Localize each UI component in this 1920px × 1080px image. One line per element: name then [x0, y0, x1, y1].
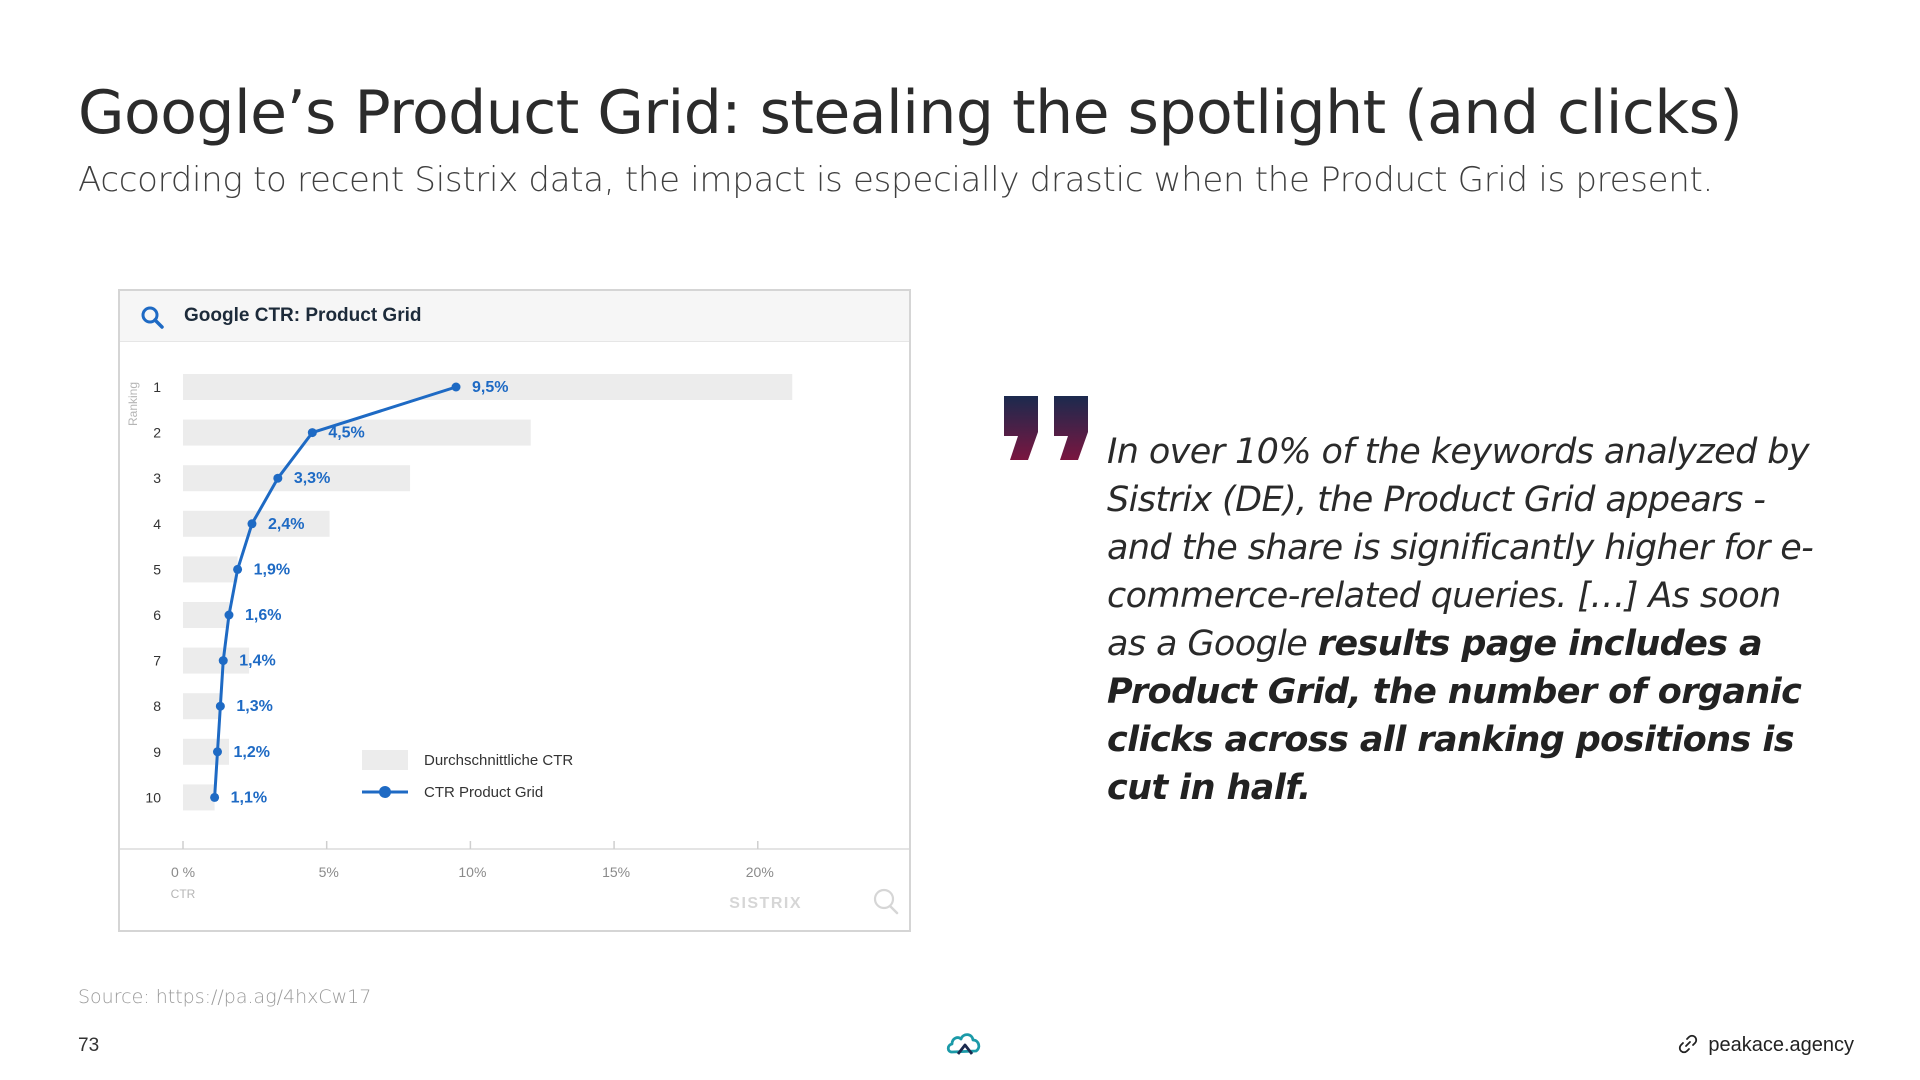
x-tick-label: 20%	[746, 864, 774, 880]
avg-ctr-bar	[183, 419, 531, 446]
ranking-label: 4	[153, 516, 161, 532]
ranking-label: 5	[153, 561, 161, 577]
legend-label-grid: CTR Product Grid	[424, 784, 543, 801]
quote-mark-icon	[1004, 396, 1088, 460]
data-label: 1,4%	[239, 653, 275, 670]
product-grid-point	[451, 382, 461, 392]
ranking-label: 3	[153, 470, 161, 486]
page-number: 73	[78, 1035, 100, 1056]
x-axis-label: CTR	[171, 887, 196, 901]
sistrix-watermark: SISTRIX	[729, 888, 899, 915]
product-grid-point	[273, 473, 283, 483]
product-grid-point	[218, 656, 228, 666]
avg-ctr-bar	[183, 465, 411, 492]
data-label: 4,5%	[328, 425, 364, 442]
quote-bold: results page includes a Product Grid, th…	[1107, 624, 1802, 808]
avg-ctr-bar	[183, 693, 221, 720]
data-label: 1,6%	[245, 607, 281, 624]
ranking-label: 10	[145, 789, 161, 805]
product-grid-point	[233, 564, 243, 574]
chart-title: Google CTR: Product Grid	[184, 305, 422, 326]
ranking-label: 6	[153, 607, 161, 623]
data-label: 1,3%	[236, 698, 272, 715]
legend-label-avg: Durchschnittliche CTR	[424, 752, 573, 769]
ranking-label: 7	[153, 653, 161, 669]
y-axis-label: Ranking	[126, 382, 140, 426]
product-grid-ctr-line	[213, 385, 457, 798]
x-tick-label: 5%	[319, 864, 339, 880]
footer-link[interactable]: peakace.agency	[1678, 1034, 1854, 1057]
slide-title: Google’s Product Grid: stealing the spot…	[78, 78, 1743, 148]
product-grid-point	[212, 747, 222, 757]
ranking-label: 1	[153, 379, 161, 395]
legend-line-marker	[379, 786, 391, 798]
data-label: 1,9%	[254, 561, 290, 578]
line-layer	[213, 385, 457, 798]
bar-layer	[183, 374, 793, 811]
data-label: 2,4%	[268, 516, 304, 533]
ranking-label: 9	[153, 744, 161, 760]
quote-normal: In over 10% of the keywords analyzed by …	[1107, 432, 1814, 664]
slide-subtitle: According to recent Sistrix data, the im…	[78, 160, 1714, 200]
legend-bar-swatch	[362, 750, 408, 770]
data-label: 3,3%	[294, 470, 330, 487]
watermark-search-icon	[873, 888, 895, 910]
data-label: 1,2%	[233, 744, 269, 761]
chart-card: Google CTR: Product Grid 9,5% 4,5% 3,3% 2,4…	[118, 289, 911, 932]
product-grid-point	[247, 519, 257, 529]
chart-header: Google CTR: Product Grid	[120, 291, 909, 342]
avg-ctr-bar	[183, 784, 215, 811]
product-grid-point	[307, 428, 317, 438]
avg-ctr-bar	[183, 647, 250, 674]
x-ticks: 0 % 5% 10% 15% 20%	[171, 841, 774, 880]
avg-ctr-bar	[183, 602, 229, 628]
product-grid-point	[215, 701, 225, 711]
ranking-label: 2	[153, 425, 161, 441]
avg-ctr-bar	[183, 374, 793, 400]
data-label: 1,1%	[231, 789, 267, 806]
avg-ctr-bar	[183, 556, 238, 583]
search-icon	[141, 306, 164, 329]
source-note: Source: https://pa.ag/4hxCw17	[78, 986, 372, 1008]
point-layer: 9,5% 4,5% 3,3% 2,4% 1,9% 1,6% 1,4% 1,3% 1,2% 1,1%	[210, 379, 508, 806]
x-tick-label: 15%	[602, 864, 630, 880]
link-icon	[1679, 1034, 1698, 1054]
data-label: 9,5%	[472, 379, 508, 396]
ranking-label: 8	[153, 698, 161, 714]
watermark-text: SISTRIX	[729, 895, 802, 912]
avg-ctr-bar	[183, 738, 229, 765]
x-tick-label: 10%	[458, 864, 486, 880]
cloud-logo-icon	[946, 1033, 981, 1055]
x-tick-label: 0 %	[171, 864, 195, 880]
category-labels: 1 2 3 4 5 6 7 8 9 10	[145, 379, 161, 805]
product-grid-point	[210, 792, 220, 802]
product-grid-point	[224, 610, 234, 620]
ctr-chart: 9,5% 4,5% 3,3% 2,4% 1,9% 1,6% 1,4% 1,3% 1,2% 1,1%…	[120, 374, 909, 915]
quote-text: In over 10% of the keywords analyzed by …	[1107, 428, 1827, 812]
legend: Durchschnittliche CTR CTR Product Grid	[362, 750, 573, 801]
footer-link-text[interactable]: peakace.agency	[1708, 1034, 1854, 1056]
